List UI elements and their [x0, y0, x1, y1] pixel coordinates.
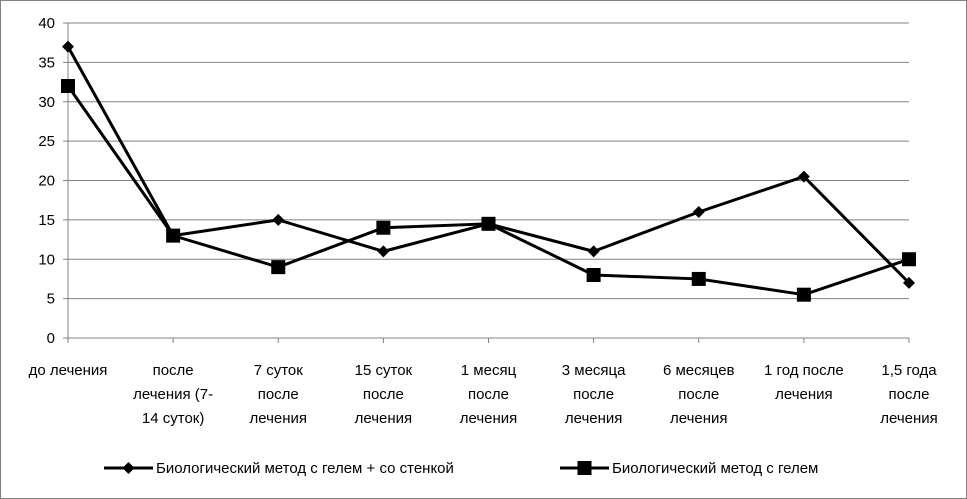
- legend: Биологический метод с гелем + со стенкой…: [104, 460, 818, 477]
- x-tick-label-line: лечения (7-: [133, 386, 213, 403]
- x-tick-label-line: лечения: [670, 410, 728, 427]
- square-marker: [691, 271, 706, 286]
- series-line: [66, 45, 911, 284]
- x-tick-label-line: после: [468, 386, 509, 403]
- diamond-marker: [692, 206, 705, 218]
- y-tick-label: 15: [38, 212, 55, 229]
- x-tick-label-line: после: [153, 362, 194, 379]
- square-marker: [577, 461, 592, 475]
- y-tick-label: 40: [38, 15, 55, 32]
- x-tick-label-line: лечения: [880, 410, 938, 427]
- y-tick-label: 25: [38, 133, 55, 150]
- x-tick-label: 1 месяц после лечения: [460, 362, 518, 427]
- x-tick-label-line: лечения: [355, 410, 413, 427]
- axes: [63, 22, 910, 343]
- x-tick-label-line: после: [678, 386, 719, 403]
- y-tick-label: 35: [38, 54, 55, 71]
- x-tick-label-line: 7 суток: [254, 362, 304, 379]
- series-2: [61, 79, 916, 302]
- x-tick-label-line: лечения: [565, 410, 623, 427]
- legend-item-1: Биологический метод с гелем + со стенкой: [104, 460, 454, 477]
- x-tick-label: после лечения (7- 14 суток): [133, 362, 213, 427]
- legend-label: Биологический метод с гелем + со стенкой: [156, 460, 454, 477]
- y-tick-label: 20: [38, 173, 55, 190]
- x-tick-label-line: после: [363, 386, 404, 403]
- diamond-marker: [62, 40, 74, 53]
- x-tick-label: 15 суток после лечения: [355, 362, 413, 427]
- diamond-marker: [272, 213, 285, 226]
- diamond-marker: [587, 245, 600, 258]
- square-marker: [61, 79, 75, 93]
- square-marker: [796, 287, 811, 302]
- x-tick-label-line: до лечения: [29, 362, 108, 379]
- series-1: [62, 40, 915, 289]
- diamond-marker: [797, 170, 810, 183]
- y-tick-label: 30: [38, 94, 55, 111]
- x-tick-label-line: после: [573, 386, 614, 403]
- x-tick-label-line: 1,5 года: [881, 362, 937, 379]
- gridlines: [68, 22, 909, 300]
- x-tick-label: 6 месяцев после лечения: [663, 362, 735, 427]
- x-tick-label-line: лечения: [249, 410, 307, 427]
- y-tick-labels: 0 5 10 15 20 25 30 35 40: [38, 15, 55, 347]
- y-tick-label: 5: [47, 291, 55, 308]
- x-tick-label-line: 1 год после: [764, 362, 844, 379]
- diamond-marker: [903, 276, 915, 289]
- square-marker: [586, 268, 601, 282]
- series: [61, 40, 916, 302]
- legend-label: Биологический метод с гелем: [612, 460, 818, 477]
- square-marker: [902, 252, 916, 267]
- x-tick-label-line: 15 суток: [355, 362, 413, 379]
- x-tick-label-line: 14 суток): [142, 410, 204, 427]
- x-tick-label-line: 6 месяцев: [663, 362, 735, 379]
- y-tick-label: 10: [38, 251, 55, 268]
- y-tick-label: 0: [47, 330, 55, 347]
- square-marker: [271, 260, 286, 275]
- x-tick-labels: до лечения после лечения (7- 14 суток) 7 сут…: [29, 362, 938, 427]
- x-tick-label: 7 суток после лечения: [249, 362, 307, 427]
- x-tick-label: 1,5 года после лечения: [880, 362, 938, 427]
- x-tick-label: 3 месяца после лечения: [562, 362, 626, 427]
- x-tick-label-line: лечения: [775, 386, 833, 403]
- x-tick-label-line: лечения: [460, 410, 518, 427]
- x-tick-label-line: 1 месяц: [461, 362, 517, 379]
- square-marker: [376, 220, 391, 235]
- x-tick-label-line: после: [258, 386, 299, 403]
- x-tick-label: до лечения: [29, 362, 108, 379]
- legend-item-2: Биологический метод с гелем: [560, 460, 818, 477]
- square-marker: [481, 216, 496, 231]
- square-marker: [166, 228, 181, 243]
- diamond-marker: [122, 462, 135, 474]
- diamond-marker: [377, 245, 390, 258]
- series-line: [66, 85, 910, 297]
- x-tick-label: 1 год после лечения: [764, 362, 844, 403]
- x-tick-label-line: после: [888, 386, 929, 403]
- x-tick-label-line: 3 месяца: [562, 362, 626, 379]
